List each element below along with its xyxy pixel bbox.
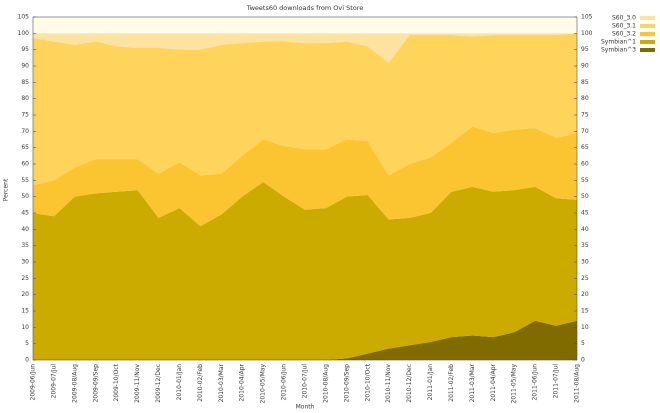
y-tick-label: 75 [21,112,29,119]
x-tick-label: 2010-01/Jan [176,364,183,401]
x-tick-label: 2011-05/May [511,364,518,404]
x-tick-label: 2010-02/Feb [197,364,204,402]
x-tick-label: 2010-08/Aug [322,364,329,403]
y2-tick-label: 95 [581,46,589,53]
y-tick-label: 20 [21,291,29,298]
y-tick-label: 65 [21,144,29,151]
legend-label: S60_3.1 [612,23,636,30]
y-tick-label: 40 [21,226,29,233]
y2-tick-label: 85 [581,79,589,86]
y-tick-label: 60 [21,161,29,168]
y-tick-label: 55 [21,177,29,184]
area [33,33,577,63]
x-tick-label: 2010-06/Jun [281,364,288,401]
x-tick-label: 2009-09/Sep [92,364,99,403]
y2-tick-label: 100 [581,30,593,37]
y2-tick-label: 0 [581,357,585,364]
legend-swatch [640,32,655,36]
area [33,33,577,186]
x-tick-label: 2009-11/Nov [134,364,141,403]
y-tick-label: 100 [18,30,30,37]
x-tick-label: 2011-01/Jan [427,364,434,401]
y2-tick-label: 5 [581,340,585,347]
y2-tick-label: 75 [581,112,589,119]
y2-tick-label: 60 [581,161,589,168]
x-tick-label: 2010-10/Oct [364,363,371,401]
x-tick-label: 2010-07/Jul [302,364,309,399]
x-tick-label: 2009-10/Oct [113,363,120,401]
x-tick-label: 2011-06/Jun [532,364,539,401]
legend-swatch [640,40,655,44]
legend-label: S60_3.0 [612,15,636,22]
x-tick-label: 2010-04/Apr [239,363,246,401]
y2-tick-label: 25 [581,275,589,282]
x-tick-label: 2010-03/Mar [218,363,225,402]
legend-swatch [640,48,655,52]
y-tick-label: 35 [21,242,29,249]
y-tick-label: 90 [21,63,29,70]
x-tick-label: 2011-08/Aug [574,364,581,403]
legend-swatch [640,16,655,20]
y2-tick-label: 70 [581,128,589,135]
x-tick-label: 2010-09/Sep [343,364,350,403]
x-tick-label: 2011-04/Apr [490,363,497,401]
legend-label: Symbian^1 [601,39,636,46]
x-tick-label: 2011-02/Feb [448,364,455,402]
y-tick-label: 45 [21,210,29,217]
x-tick-label: 2009-07/Jul [50,364,57,399]
y2-tick-label: 20 [581,291,589,298]
y-tick-label: 5 [25,340,29,347]
x-tick-label: 2009-08/Aug [71,364,78,403]
y2-tick-label: 30 [581,259,589,266]
area [33,320,577,360]
y2-tick-label: 10 [581,324,589,331]
legend-label: S60_3.2 [612,31,636,38]
y2-tick-label: 35 [581,242,589,249]
x-tick-label: 2011-07/Jul [553,364,560,399]
y2-tick-label: 45 [581,210,589,217]
x-tick-label: 2010-05/May [260,364,267,404]
x-tick-label: 2011-03/Mar [469,363,476,402]
x-axis-label: Month [296,404,315,411]
y-tick-label: 10 [21,324,29,331]
x-tick-label: 2010-12/Dec [406,364,413,403]
y-axis-label: Percent [3,178,10,201]
legend-swatch [640,24,655,28]
y2-tick-label: 105 [581,14,593,21]
y-tick-label: 70 [21,128,29,135]
y2-tick-label: 55 [581,177,589,184]
area [33,126,577,227]
x-tick-label: 2009-12/Dec [155,364,162,403]
x-tick-label: 2009-06/Jun [30,364,37,401]
y-tick-label: 0 [25,357,29,364]
y2-tick-label: 80 [581,95,589,102]
area [33,181,577,360]
y2-tick-label: 40 [581,226,589,233]
y-tick-label: 105 [18,14,30,21]
y-tick-label: 15 [21,308,29,315]
y-tick-label: 30 [21,259,29,266]
plot-frame [32,16,578,361]
chart-title: Tweets60 downloads from Ovi Store [246,4,364,12]
y-tick-label: 25 [21,275,29,282]
y2-tick-label: 50 [581,193,589,200]
y2-tick-label: 65 [581,144,589,151]
y-tick-label: 85 [21,79,29,86]
legend-label: Symbian^3 [601,47,636,54]
y-tick-label: 80 [21,95,29,102]
y2-tick-label: 15 [581,308,589,315]
y2-tick-label: 90 [581,63,589,70]
y-tick-label: 50 [21,193,29,200]
y-tick-label: 95 [21,46,29,53]
x-tick-label: 2010-11/Nov [385,364,392,403]
